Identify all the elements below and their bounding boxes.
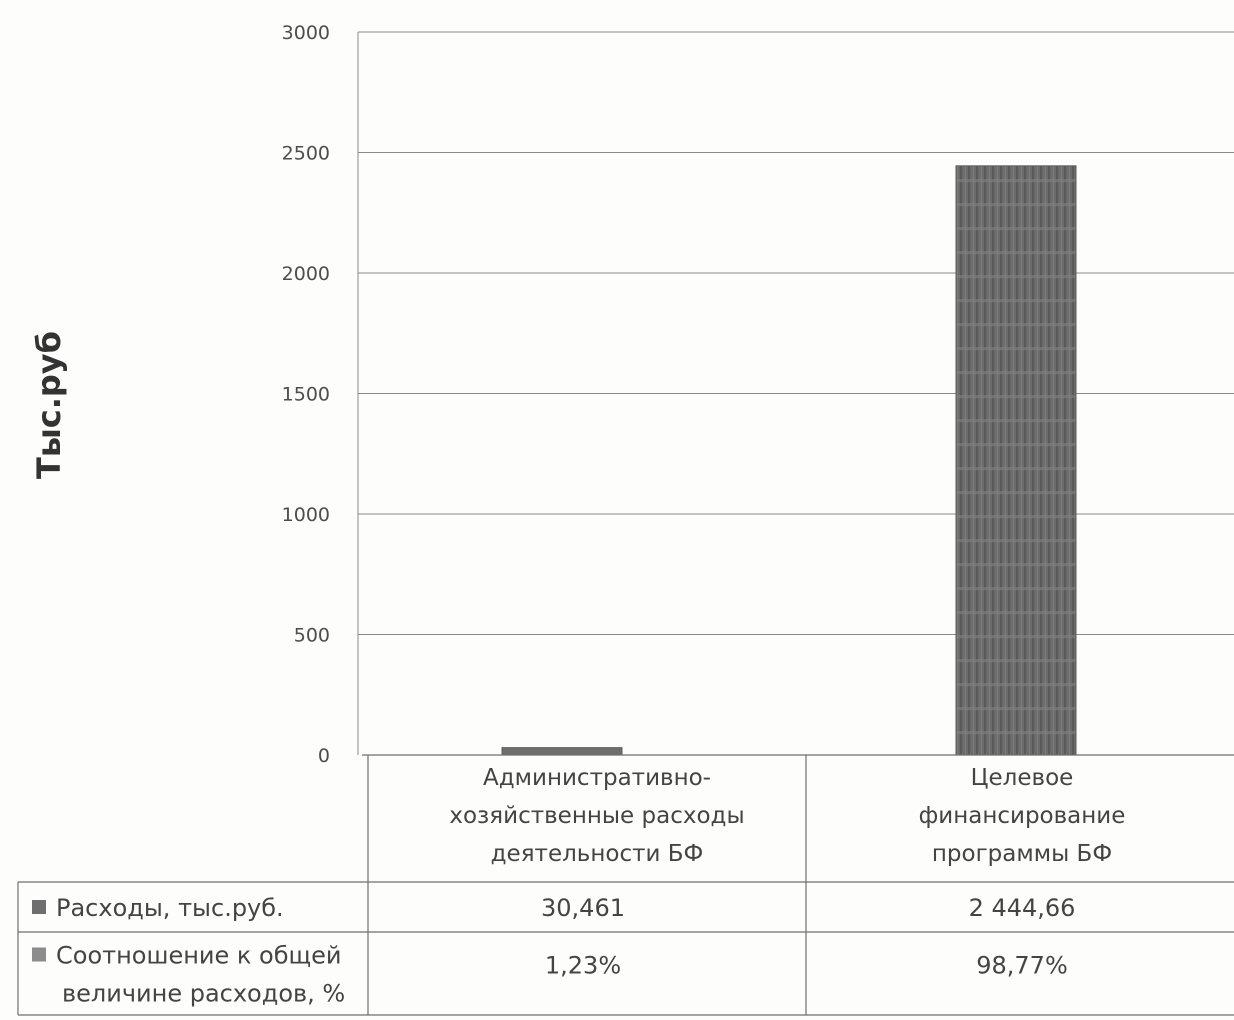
bar-1 [501, 747, 623, 756]
y-tick-label-2500: 2500 [282, 143, 330, 165]
legend-marker-1 [32, 900, 46, 914]
y-axis-label: Тыс.руб [30, 331, 68, 479]
gridlines [358, 31, 1234, 635]
y-tick-label-1500: 1500 [282, 384, 330, 406]
y-tick-label-2000: 2000 [282, 263, 330, 285]
table-cell-2-1: 1,23% [545, 952, 621, 980]
y-tick-label-3000: 3000 [282, 22, 330, 44]
y-tick-label-0: 0 [318, 745, 330, 767]
table-cell-1-1: 30,461 [541, 894, 625, 922]
category-label-2: Целевое финансирование программы БФ [919, 765, 1126, 867]
y-tick-label-500: 500 [294, 625, 330, 647]
y-tick-label-1000: 1000 [282, 504, 330, 526]
data-table: Административно-хозяйственные расходы дея… [17, 754, 1234, 1016]
legend-marker-2 [32, 947, 46, 962]
table-cell-1-2: 2 444,66 [969, 894, 1076, 922]
table-row-label-1: Расходы, тыс.руб. [56, 894, 284, 922]
bars [501, 165, 1077, 756]
bar-2 [955, 165, 1077, 756]
y-axis: 0 500 1000 1500 2000 2500 3000 [282, 22, 359, 767]
category-label-1: Административно-хозяйственные расходы дея… [449, 765, 744, 867]
table-cell-2-2: 98,77% [976, 952, 1068, 980]
table-row-label-2: Соотношение к общей величине расходов, % [56, 942, 345, 1008]
